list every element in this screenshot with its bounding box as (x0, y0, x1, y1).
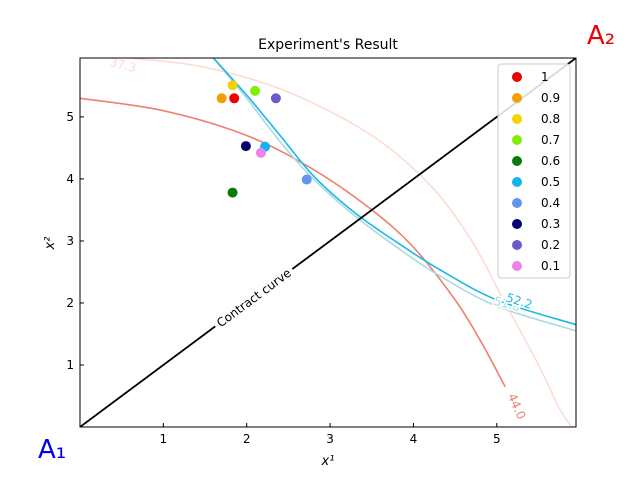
legend-marker-3 (512, 135, 522, 145)
point-1-0 (229, 93, 240, 104)
legend-label-4: 0.6 (541, 154, 560, 168)
origin-b-label: A₂ (587, 21, 615, 51)
x-axis-label: x¹ (321, 454, 335, 469)
x-tick-label-3: 3 (326, 432, 334, 446)
x-tick-label-1: 1 (160, 432, 168, 446)
contour-line-2 (212, 58, 576, 332)
legend-label-6: 0.4 (541, 196, 560, 210)
x-tick-label-2: 2 (243, 432, 251, 446)
contour-label-1: 44.0 (505, 391, 529, 421)
contour-line-0 (129, 58, 573, 427)
x-tick-label-4: 4 (410, 432, 418, 446)
point-0-2-0 (270, 93, 281, 104)
legend-marker-8 (512, 240, 522, 250)
legend-marker-9 (512, 261, 522, 271)
contract-curve-label: Contract curve (214, 266, 294, 330)
contract-curve-line (80, 58, 576, 427)
legend-label-8: 0.2 (541, 238, 560, 252)
chart-title: Experiment's Result (258, 37, 398, 53)
data-points (216, 80, 312, 198)
legend-label-0: 1 (541, 70, 549, 84)
legend-marker-4 (512, 156, 522, 166)
point-0-4-0 (301, 174, 312, 185)
y-axis-label: x² (43, 237, 58, 251)
point-0-6-0 (227, 187, 238, 198)
legend-marker-0 (512, 72, 522, 82)
contour-line-1 (80, 97, 506, 388)
legend-label-3: 0.7 (541, 133, 560, 147)
y-axis-ticks: 1 2 3 4 5 (66, 110, 84, 372)
point-0-7-0 (250, 85, 261, 96)
point-0-3-0 (240, 141, 251, 152)
legend-marker-7 (512, 219, 522, 229)
x-axis-ticks: 1 2 3 4 5 (160, 423, 501, 446)
y-tick-label-2: 2 (66, 296, 74, 310)
legend-marker-5 (512, 177, 522, 187)
y-tick-label-5: 5 (66, 110, 74, 124)
contract-curve-label-bg (210, 262, 298, 334)
legend-label-9: 0.1 (541, 259, 560, 273)
y-tick-label-3: 3 (66, 234, 74, 248)
plot-frame (79, 57, 577, 428)
x-tick-label-5: 5 (493, 432, 501, 446)
utility-contours (80, 58, 576, 427)
y-tick-label-4: 4 (66, 172, 74, 186)
legend-marker-6 (512, 198, 522, 208)
y-tick-label-1: 1 (66, 358, 74, 372)
point-0-9-0 (216, 93, 227, 104)
legend-label-5: 0.5 (541, 175, 560, 189)
point-0-8-0 (227, 80, 238, 91)
legend-label-1: 0.9 (541, 91, 560, 105)
contour-line-3 (212, 58, 576, 326)
point-0-1-0 (255, 147, 266, 158)
origin-a-label: A₁ (38, 435, 66, 465)
legend-label-7: 0.3 (541, 217, 560, 231)
legend-marker-2 (512, 114, 522, 124)
legend-marker-1 (512, 93, 522, 103)
legend: 1 0.9 0.8 0.7 0.6 0.5 0.4 0.3 0.2 0.1 (497, 63, 571, 279)
legend-label-2: 0.8 (541, 112, 560, 126)
